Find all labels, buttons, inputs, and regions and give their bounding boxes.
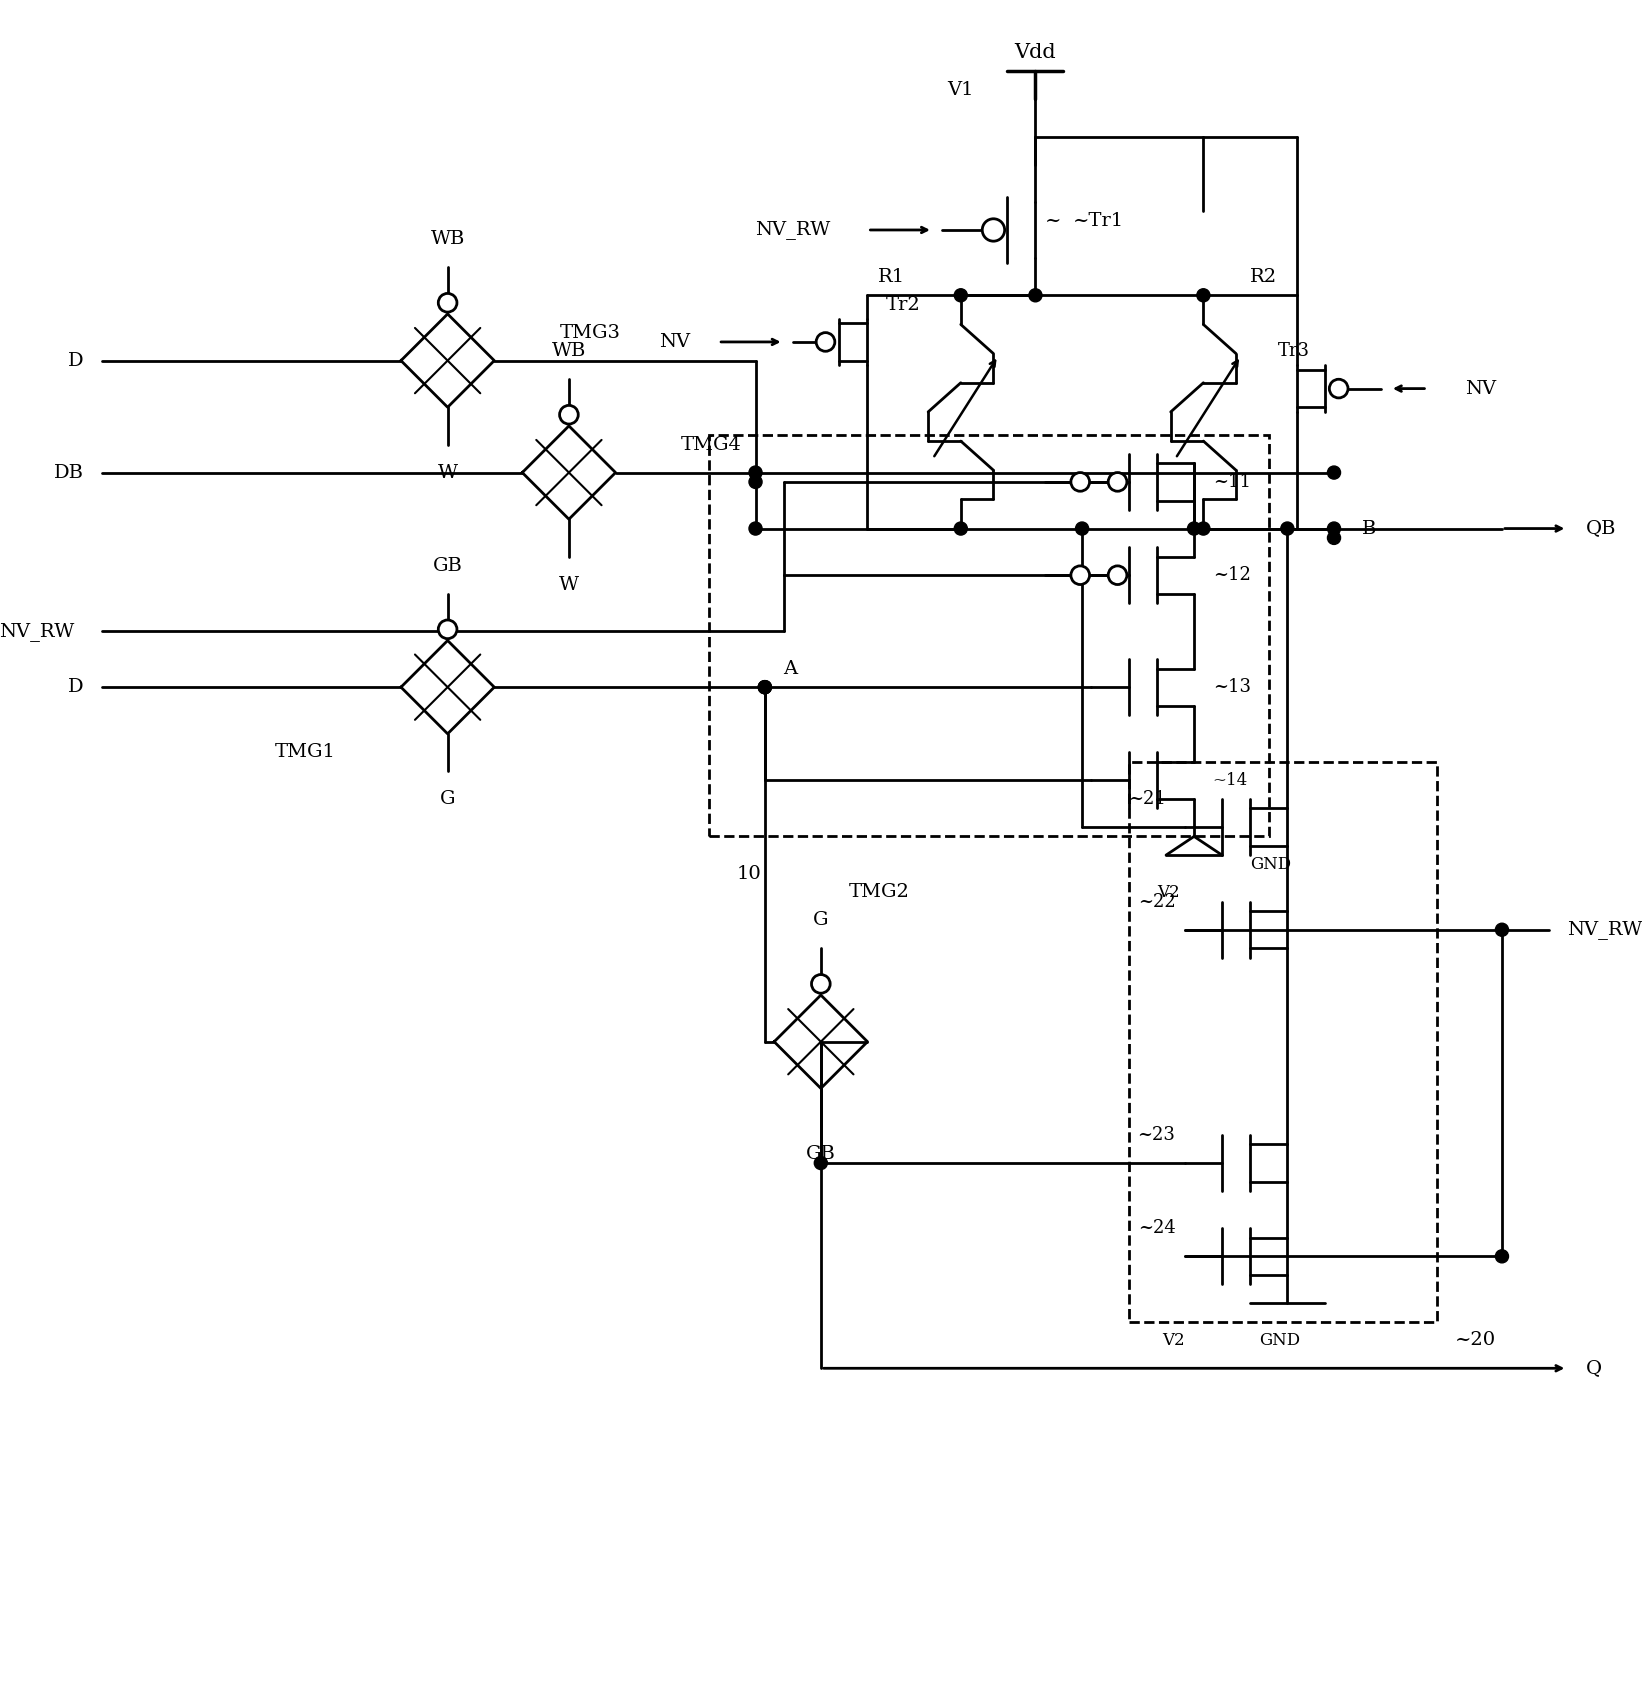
Circle shape bbox=[811, 974, 831, 993]
Circle shape bbox=[759, 681, 772, 695]
Circle shape bbox=[749, 476, 762, 488]
Circle shape bbox=[1330, 379, 1348, 398]
Circle shape bbox=[816, 332, 834, 351]
Text: ~: ~ bbox=[1044, 212, 1061, 230]
Text: NV_RW: NV_RW bbox=[755, 220, 831, 239]
Text: ~23: ~23 bbox=[1138, 1127, 1176, 1143]
Text: NV: NV bbox=[658, 334, 690, 351]
Text: TMG1: TMG1 bbox=[274, 744, 335, 762]
Text: Tr3: Tr3 bbox=[1277, 342, 1310, 361]
Text: NV_RW: NV_RW bbox=[0, 622, 74, 640]
Text: WB: WB bbox=[430, 230, 465, 249]
Text: V2: V2 bbox=[1156, 884, 1179, 901]
Text: NV: NV bbox=[1465, 379, 1496, 398]
Text: V2: V2 bbox=[1163, 1331, 1186, 1348]
Text: TMG3: TMG3 bbox=[560, 324, 621, 342]
Text: G: G bbox=[813, 911, 829, 930]
Text: ~13: ~13 bbox=[1213, 678, 1251, 696]
Circle shape bbox=[1108, 566, 1126, 584]
Circle shape bbox=[1327, 522, 1340, 535]
Text: ~Tr1: ~Tr1 bbox=[1072, 212, 1123, 230]
Text: WB: WB bbox=[552, 342, 586, 361]
Circle shape bbox=[560, 405, 578, 424]
Circle shape bbox=[1071, 566, 1090, 584]
Text: ~21: ~21 bbox=[1128, 789, 1166, 808]
Circle shape bbox=[1281, 522, 1294, 535]
Circle shape bbox=[1071, 473, 1090, 491]
Circle shape bbox=[1327, 466, 1340, 479]
Text: D: D bbox=[67, 678, 84, 696]
Circle shape bbox=[438, 620, 456, 639]
Circle shape bbox=[759, 681, 772, 695]
Text: Tr2: Tr2 bbox=[887, 296, 921, 313]
Text: D: D bbox=[67, 352, 84, 369]
Text: GB: GB bbox=[433, 557, 463, 574]
Text: ~20: ~20 bbox=[1455, 1331, 1496, 1350]
Circle shape bbox=[1076, 522, 1089, 535]
Text: GND: GND bbox=[1259, 1331, 1300, 1348]
Circle shape bbox=[954, 522, 967, 535]
Text: ~14: ~14 bbox=[1213, 772, 1248, 789]
Text: GB: GB bbox=[806, 1145, 836, 1162]
Text: ~24: ~24 bbox=[1138, 1220, 1176, 1237]
Text: ~22: ~22 bbox=[1138, 893, 1176, 911]
Text: GND: GND bbox=[1250, 855, 1291, 872]
Text: NV_RW: NV_RW bbox=[1566, 920, 1642, 938]
Circle shape bbox=[954, 288, 967, 302]
Circle shape bbox=[1187, 522, 1200, 535]
Circle shape bbox=[1496, 1250, 1509, 1262]
Circle shape bbox=[438, 293, 456, 312]
Text: 10: 10 bbox=[737, 864, 762, 883]
Circle shape bbox=[1108, 473, 1126, 491]
Text: V1: V1 bbox=[947, 81, 974, 98]
Circle shape bbox=[1197, 288, 1210, 302]
Text: Q: Q bbox=[1586, 1359, 1603, 1377]
Circle shape bbox=[1197, 522, 1210, 535]
Text: B: B bbox=[1361, 520, 1376, 537]
Text: G: G bbox=[440, 789, 455, 808]
Text: R2: R2 bbox=[1250, 268, 1277, 286]
Text: QB: QB bbox=[1586, 520, 1616, 537]
Text: R1: R1 bbox=[878, 268, 905, 286]
Circle shape bbox=[982, 219, 1005, 241]
Text: W: W bbox=[438, 464, 458, 481]
Text: TMG2: TMG2 bbox=[849, 884, 910, 901]
Circle shape bbox=[814, 1157, 828, 1169]
Text: DB: DB bbox=[54, 464, 84, 481]
Text: ~12: ~12 bbox=[1213, 566, 1251, 584]
Text: ~11: ~11 bbox=[1213, 473, 1251, 491]
Circle shape bbox=[749, 466, 762, 479]
Text: A: A bbox=[783, 659, 798, 678]
Text: Vdd: Vdd bbox=[1015, 44, 1056, 63]
Circle shape bbox=[1327, 532, 1340, 544]
Circle shape bbox=[1030, 288, 1043, 302]
Circle shape bbox=[759, 681, 772, 695]
Text: TMG4: TMG4 bbox=[681, 435, 742, 454]
Text: W: W bbox=[558, 576, 580, 593]
Circle shape bbox=[749, 522, 762, 535]
Circle shape bbox=[1496, 923, 1509, 937]
